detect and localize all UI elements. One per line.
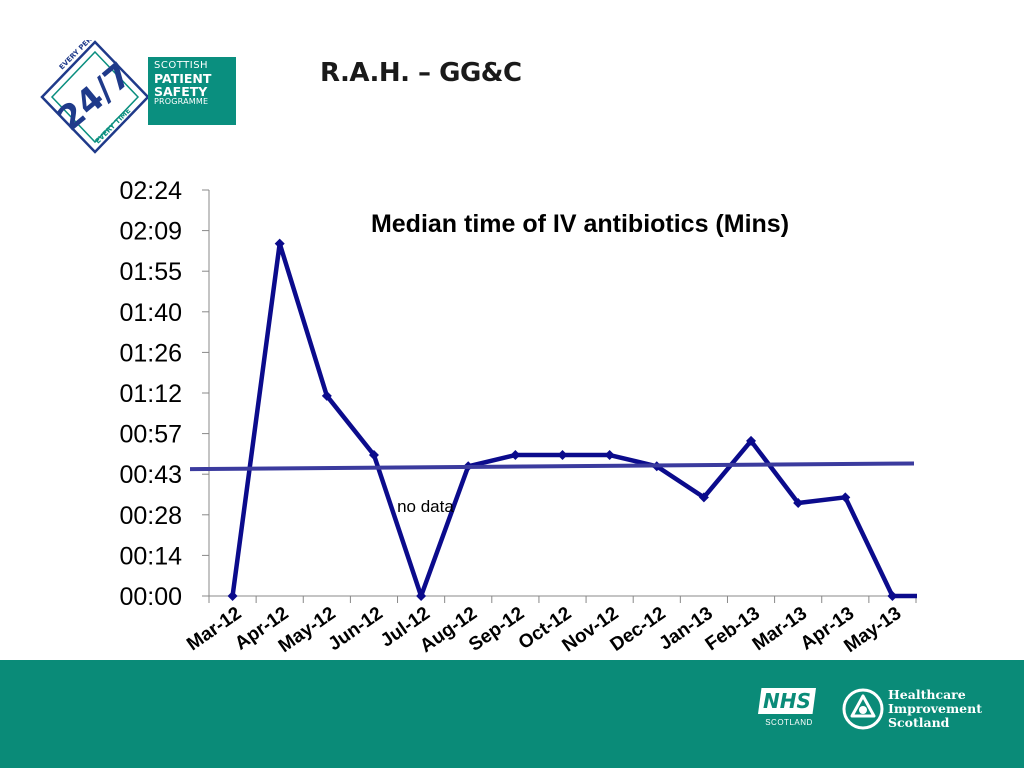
healthcare-improvement-scotland-logo: Healthcare Improvement Scotland	[842, 688, 982, 735]
his-line2: Improvement	[888, 701, 982, 716]
median-time-chart: 00:00 00:14 00:28 00:43 00:57 01:12 01:26 01:40…	[119, 177, 917, 657]
y-tick-label: 00:43	[119, 461, 182, 489]
y-tick-label: 01:55	[119, 258, 182, 286]
sps-line3: SAFETY	[154, 83, 208, 99]
y-tick-label: 01:40	[119, 299, 182, 327]
y-axis: 00:00 00:14 00:28 00:43 00:57 01:12 01:26 01:40…	[119, 177, 210, 611]
data-point-marker	[321, 390, 332, 401]
data-point-marker	[227, 591, 238, 601]
y-tick-label: 00:28	[119, 502, 182, 530]
data-point-marker	[746, 435, 757, 446]
y-tick-label: 02:09	[119, 218, 182, 246]
data-point-marker	[368, 450, 379, 461]
x-axis: Mar-12Apr-12May-12Jun-12Jul-12Aug-12Sep-…	[183, 595, 917, 657]
series-line	[230, 241, 917, 599]
data-point-marker	[698, 492, 709, 503]
y-tick-label: 01:26	[119, 339, 182, 367]
nhs-sub-label: SCOTLAND	[765, 718, 813, 727]
median-line	[189, 461, 915, 472]
data-point-marker	[510, 450, 521, 461]
his-line1: Healthcare	[888, 687, 966, 702]
x-tick-label: Jun-12	[325, 603, 387, 655]
plot-area: no data	[189, 238, 917, 601]
y-tick-label: 00:00	[119, 583, 182, 611]
x-tick-label: Mar-13	[749, 603, 811, 655]
sps-line4: PROGRAMME	[154, 96, 209, 106]
sps-name-box: SCOTTISH PATIENT SAFETY PROGRAMME	[148, 57, 236, 125]
y-tick-label: 00:57	[119, 421, 182, 449]
sps-line1: SCOTTISH	[154, 60, 209, 71]
sps-line2: PATIENT	[154, 70, 212, 86]
nhs-scotland-logo: NHS SCOTLAND	[758, 688, 820, 727]
y-tick-label: 02:24	[119, 177, 182, 205]
y-tick-label: 00:14	[119, 542, 182, 570]
no-data-annotation: no data	[397, 497, 454, 516]
sps-247-emblem: 24/7 EVERY PERSON EVERY TIME	[40, 40, 150, 154]
x-tick-label: Mar-12	[183, 603, 245, 655]
his-line3: Scotland	[888, 715, 950, 730]
data-point-marker	[416, 591, 427, 601]
y-tick-label: 01:12	[119, 380, 182, 408]
data-point-marker	[840, 492, 851, 503]
sps-logo: 24/7 EVERY PERSON EVERY TIME SCOTTISH PA…	[40, 40, 240, 155]
data-point-marker	[274, 238, 285, 249]
data-point-marker	[887, 591, 898, 601]
nhs-badge: NHS	[758, 688, 816, 714]
his-emblem-icon	[842, 688, 884, 730]
chart-title: Median time of IV antibiotics (Mins)	[371, 210, 789, 238]
data-point-marker	[604, 450, 615, 461]
data-point-marker	[793, 497, 804, 508]
data-point-marker	[557, 450, 568, 461]
slide-title: R.A.H. – GG&C	[320, 58, 522, 88]
